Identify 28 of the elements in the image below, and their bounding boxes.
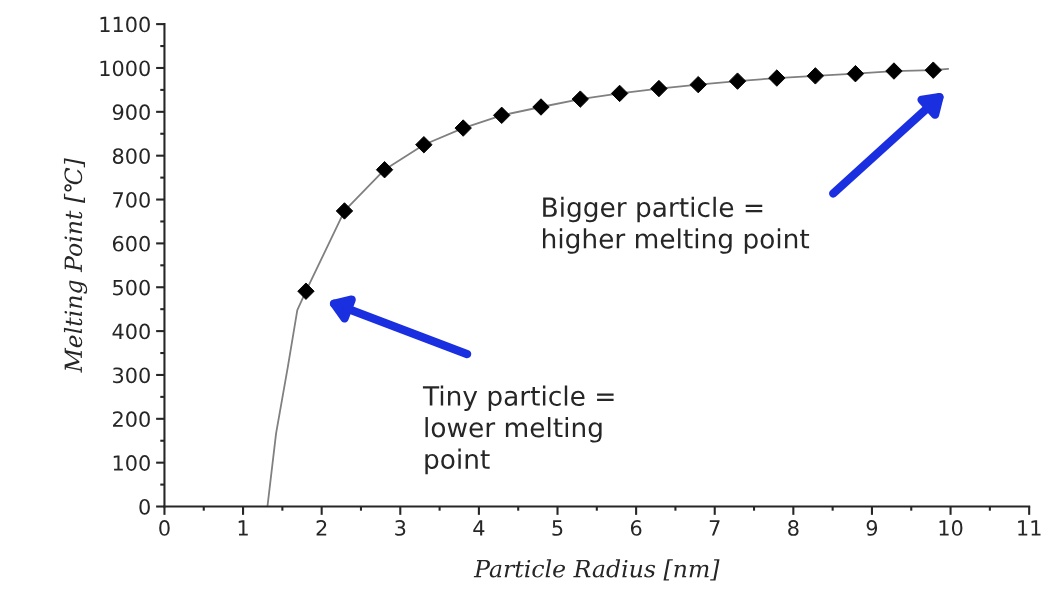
x-axis-title: Particle Radius [nm]	[473, 559, 720, 581]
x-tick-label: 5	[552, 520, 563, 536]
x-tick-label: 3	[395, 520, 406, 536]
x-tick-label: 8	[788, 520, 799, 536]
x-tick-label: 0	[159, 520, 170, 536]
y-tick-label: 1100	[100, 16, 150, 33]
y-tick-label: 400	[112, 323, 150, 340]
x-tick-label: 2	[316, 520, 327, 536]
y-tick-label: 800	[112, 148, 150, 164]
x-tick-label: 6	[630, 520, 642, 536]
y-tick-label: 700	[113, 191, 150, 208]
y-tick-label: 1000	[100, 60, 150, 77]
x-tick-label: 11	[1018, 520, 1041, 536]
y-tick-label: 200	[113, 411, 150, 428]
x-tick-label: 1	[238, 520, 248, 536]
y-tick-label: 300	[113, 367, 150, 384]
y-tick-label: 500	[113, 279, 150, 296]
y-tick-label: 100	[113, 455, 150, 471]
x-tick-label: 4	[473, 520, 485, 536]
annotation: Bigger particle = higher melting point	[543, 196, 810, 254]
x-tick-label: 9	[866, 520, 878, 536]
annotation: Tiny particle = lower melting point	[422, 385, 614, 475]
y-tick-label: 0	[139, 498, 150, 515]
y-tick-label: 900	[112, 104, 150, 121]
x-tick-label: 7	[709, 520, 720, 536]
x-tick-label: 10	[939, 520, 963, 536]
y-tick-label: 600	[112, 235, 150, 252]
y-axis-title: Melting Point [℃]	[63, 158, 88, 373]
